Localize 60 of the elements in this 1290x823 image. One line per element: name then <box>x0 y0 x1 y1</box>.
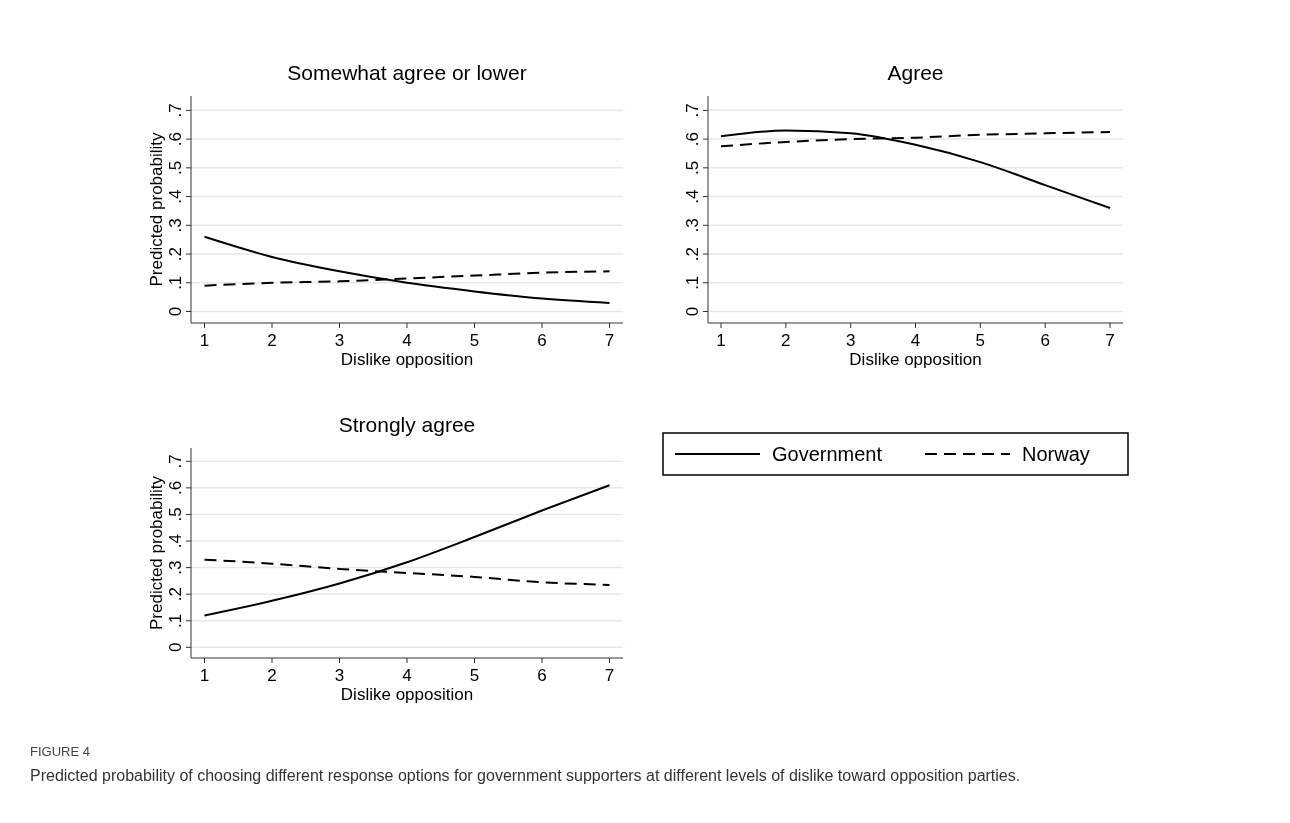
line-series <box>719 129 1112 210</box>
y-tick-label: .3 <box>683 218 702 233</box>
y-tick-label: .1 <box>683 275 702 290</box>
x-tick-label: 4 <box>910 331 921 350</box>
x-tick-label: 2 <box>267 331 277 350</box>
y-tick-label: .1 <box>166 275 185 290</box>
x-axis-title: Dislike opposition <box>340 350 474 369</box>
legend-label: Norway <box>1022 443 1090 465</box>
x-axis-title: Dislike opposition <box>340 685 474 704</box>
y-tick-label: .1 <box>166 613 185 628</box>
x-tick-label: 3 <box>334 666 345 685</box>
x-tick-label: 5 <box>469 666 480 685</box>
x-tick-label: 2 <box>781 331 791 350</box>
x-tick-label: 6 <box>537 331 547 350</box>
x-tick-label: 1 <box>716 331 726 350</box>
y-tick-label: .4 <box>166 189 185 204</box>
y-tick-label: .3 <box>166 218 185 233</box>
chart-title: Agree <box>887 61 944 84</box>
chart-title: Somewhat agree or lower <box>287 61 527 84</box>
x-tick-label: 5 <box>469 331 480 350</box>
x-tick-label: 1 <box>199 331 210 350</box>
chart-title: Strongly agree <box>338 413 476 436</box>
x-tick-label: 7 <box>1105 331 1115 350</box>
y-tick-label: .4 <box>683 189 702 204</box>
x-tick-label: 2 <box>267 666 277 685</box>
y-tick-label: .5 <box>166 507 185 522</box>
y-axis-title: Predicted probability <box>147 475 166 631</box>
y-tick-label: 0 <box>166 642 185 653</box>
line-series <box>203 484 611 617</box>
y-tick-label: .2 <box>683 246 702 262</box>
caption: FIGURE 4 <box>30 744 90 759</box>
x-tick-label: 6 <box>537 666 547 685</box>
x-tick-label: 6 <box>1040 331 1050 350</box>
y-tick-label: .2 <box>166 246 185 262</box>
x-tick-label: 7 <box>604 666 615 685</box>
y-tick-label: .5 <box>166 160 185 175</box>
y-axis-title: Predicted probability <box>147 131 166 287</box>
line-series <box>203 235 611 304</box>
x-tick-label: 5 <box>975 331 986 350</box>
y-tick-label: .2 <box>166 587 185 602</box>
legend-label: Government <box>772 443 883 465</box>
x-tick-label: 3 <box>845 331 856 350</box>
y-tick-label: 0 <box>683 306 702 317</box>
y-tick-label: .3 <box>166 560 185 575</box>
y-tick-label: .7 <box>683 103 702 118</box>
y-tick-label: .7 <box>166 103 185 118</box>
text: Predicted probability of choosing different response options for government supporters at different levels of dislike toward opposition parties. <box>30 767 1021 784</box>
y-tick-label: .5 <box>683 160 702 175</box>
x-tick-label: 3 <box>334 331 345 350</box>
x-tick-label: 4 <box>402 666 412 685</box>
x-tick-label: 1 <box>199 666 210 685</box>
y-tick-label: .7 <box>166 454 185 469</box>
y-tick-label: .6 <box>683 132 702 147</box>
x-axis-title: Dislike opposition <box>849 350 982 369</box>
y-tick-label: 0 <box>166 306 185 317</box>
y-tick-label: .4 <box>166 533 185 549</box>
x-tick-label: 4 <box>402 331 412 350</box>
y-tick-label: .6 <box>166 132 185 147</box>
x-tick-label: 7 <box>604 331 615 350</box>
y-tick-label: .6 <box>166 480 185 495</box>
